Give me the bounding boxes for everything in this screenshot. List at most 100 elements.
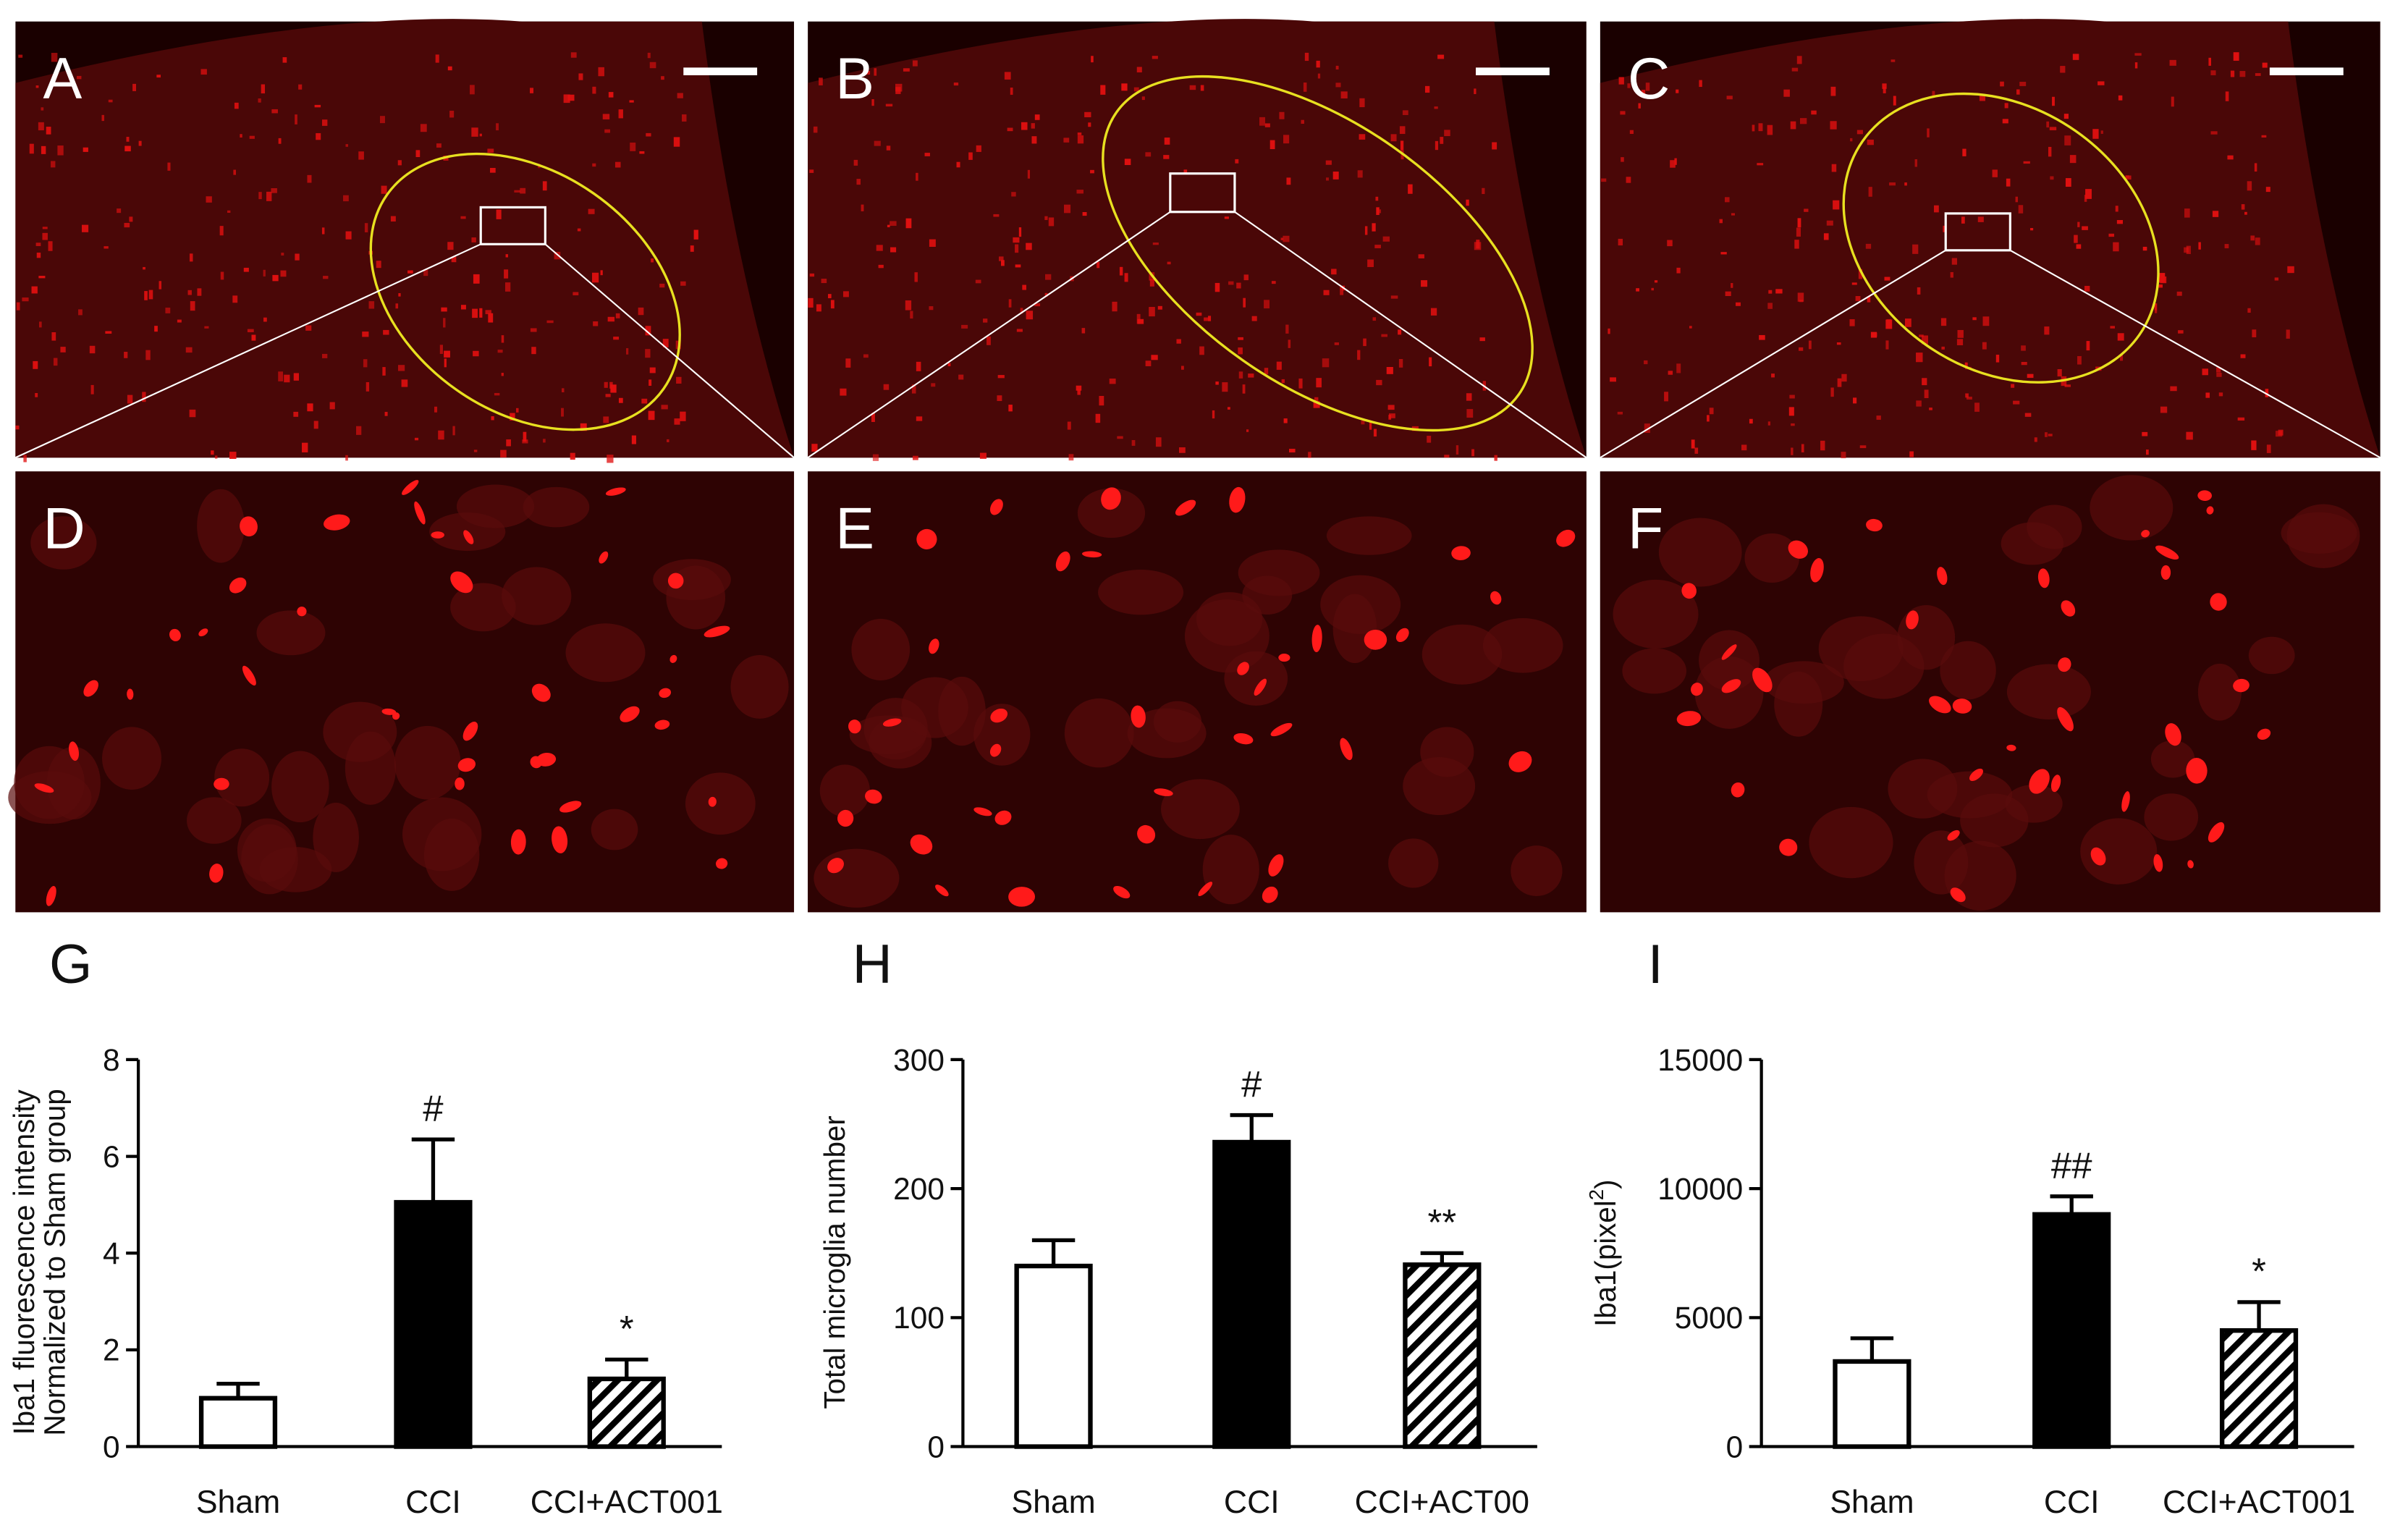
speck — [530, 328, 537, 332]
speck — [667, 439, 669, 442]
speck — [1374, 245, 1381, 248]
speck — [1238, 337, 1243, 340]
bar — [198, 1396, 278, 1449]
speck — [187, 290, 192, 295]
speck — [42, 227, 48, 229]
zoom-line — [14, 243, 481, 459]
speck — [1867, 139, 1874, 145]
speck — [1288, 339, 1291, 348]
speck — [886, 145, 891, 151]
speck — [189, 409, 196, 418]
speck — [2186, 431, 2193, 440]
microglia — [462, 722, 478, 741]
speck — [999, 256, 1004, 261]
speck — [1940, 318, 1947, 326]
speck — [2052, 96, 2055, 106]
microglia — [1721, 679, 1741, 693]
speck — [1313, 401, 1320, 408]
speck — [233, 169, 237, 175]
x-tick-label: CCI — [405, 1485, 461, 1520]
speck — [531, 347, 536, 355]
speck — [1196, 312, 1202, 316]
speck — [435, 54, 439, 63]
speck — [1905, 318, 1911, 327]
speck — [1227, 407, 1230, 410]
speck — [2060, 66, 2066, 73]
speck — [853, 159, 858, 166]
speck — [570, 52, 577, 58]
speck — [1400, 140, 1404, 151]
speck — [1922, 378, 1927, 386]
speck — [1016, 329, 1023, 332]
speck — [1377, 209, 1382, 214]
speck — [2076, 244, 2082, 249]
speck — [1801, 444, 1804, 452]
speck — [1767, 124, 1773, 135]
speck — [1620, 111, 1626, 115]
speck — [2092, 129, 2099, 139]
speck — [1008, 405, 1013, 412]
speck — [2205, 392, 2210, 398]
speck — [1323, 290, 1330, 295]
microglia — [2165, 723, 2181, 746]
speck — [1010, 87, 1013, 95]
speck — [1429, 357, 1432, 367]
speck — [916, 416, 923, 421]
speck — [2154, 303, 2158, 311]
speck — [1149, 279, 1154, 287]
speck — [821, 279, 827, 284]
microglia — [990, 708, 1008, 723]
speck — [863, 354, 869, 358]
y-tick-label: 8 — [103, 1043, 120, 1077]
speck — [165, 308, 171, 313]
speck — [1979, 95, 1986, 101]
cell-body — [2248, 636, 2295, 675]
speck — [1304, 52, 1309, 62]
speck — [554, 251, 561, 260]
speck — [1076, 385, 1082, 391]
cell-body — [2150, 740, 2195, 778]
speck — [460, 305, 466, 310]
cell-body — [819, 764, 870, 817]
speck — [2044, 326, 2050, 335]
speck — [1689, 326, 1692, 329]
speck — [2027, 373, 2034, 378]
speck — [22, 297, 29, 302]
speck — [1402, 110, 1408, 115]
speck — [2108, 233, 2115, 237]
microglia — [848, 719, 861, 734]
speck — [1077, 132, 1082, 135]
cell-body — [1184, 599, 1270, 673]
speck — [607, 455, 614, 463]
microglia — [552, 826, 568, 853]
microglia — [1311, 625, 1322, 653]
speck — [1325, 160, 1332, 165]
significance-mark: # — [423, 1088, 444, 1129]
speck — [356, 426, 362, 435]
speck — [662, 339, 669, 347]
speck — [1200, 85, 1204, 91]
speck — [1831, 164, 1837, 172]
speck — [845, 358, 851, 368]
speck — [931, 383, 936, 387]
speck — [1826, 220, 1833, 226]
microglia — [973, 807, 992, 816]
cell-body — [1774, 671, 1823, 737]
speck — [2048, 146, 2052, 157]
speck — [2184, 208, 2190, 218]
speck — [1982, 316, 1990, 326]
speck — [1965, 393, 1969, 398]
speck — [561, 408, 564, 417]
speck — [1476, 240, 1480, 249]
speck — [588, 208, 595, 214]
speck — [641, 398, 648, 404]
speck — [1390, 134, 1397, 142]
cell-body — [2197, 663, 2242, 721]
microglia — [2208, 822, 2225, 843]
speck — [1725, 291, 1731, 296]
speck — [1731, 283, 1733, 288]
speck — [436, 143, 442, 148]
speck — [1837, 378, 1842, 387]
speck — [490, 167, 496, 173]
